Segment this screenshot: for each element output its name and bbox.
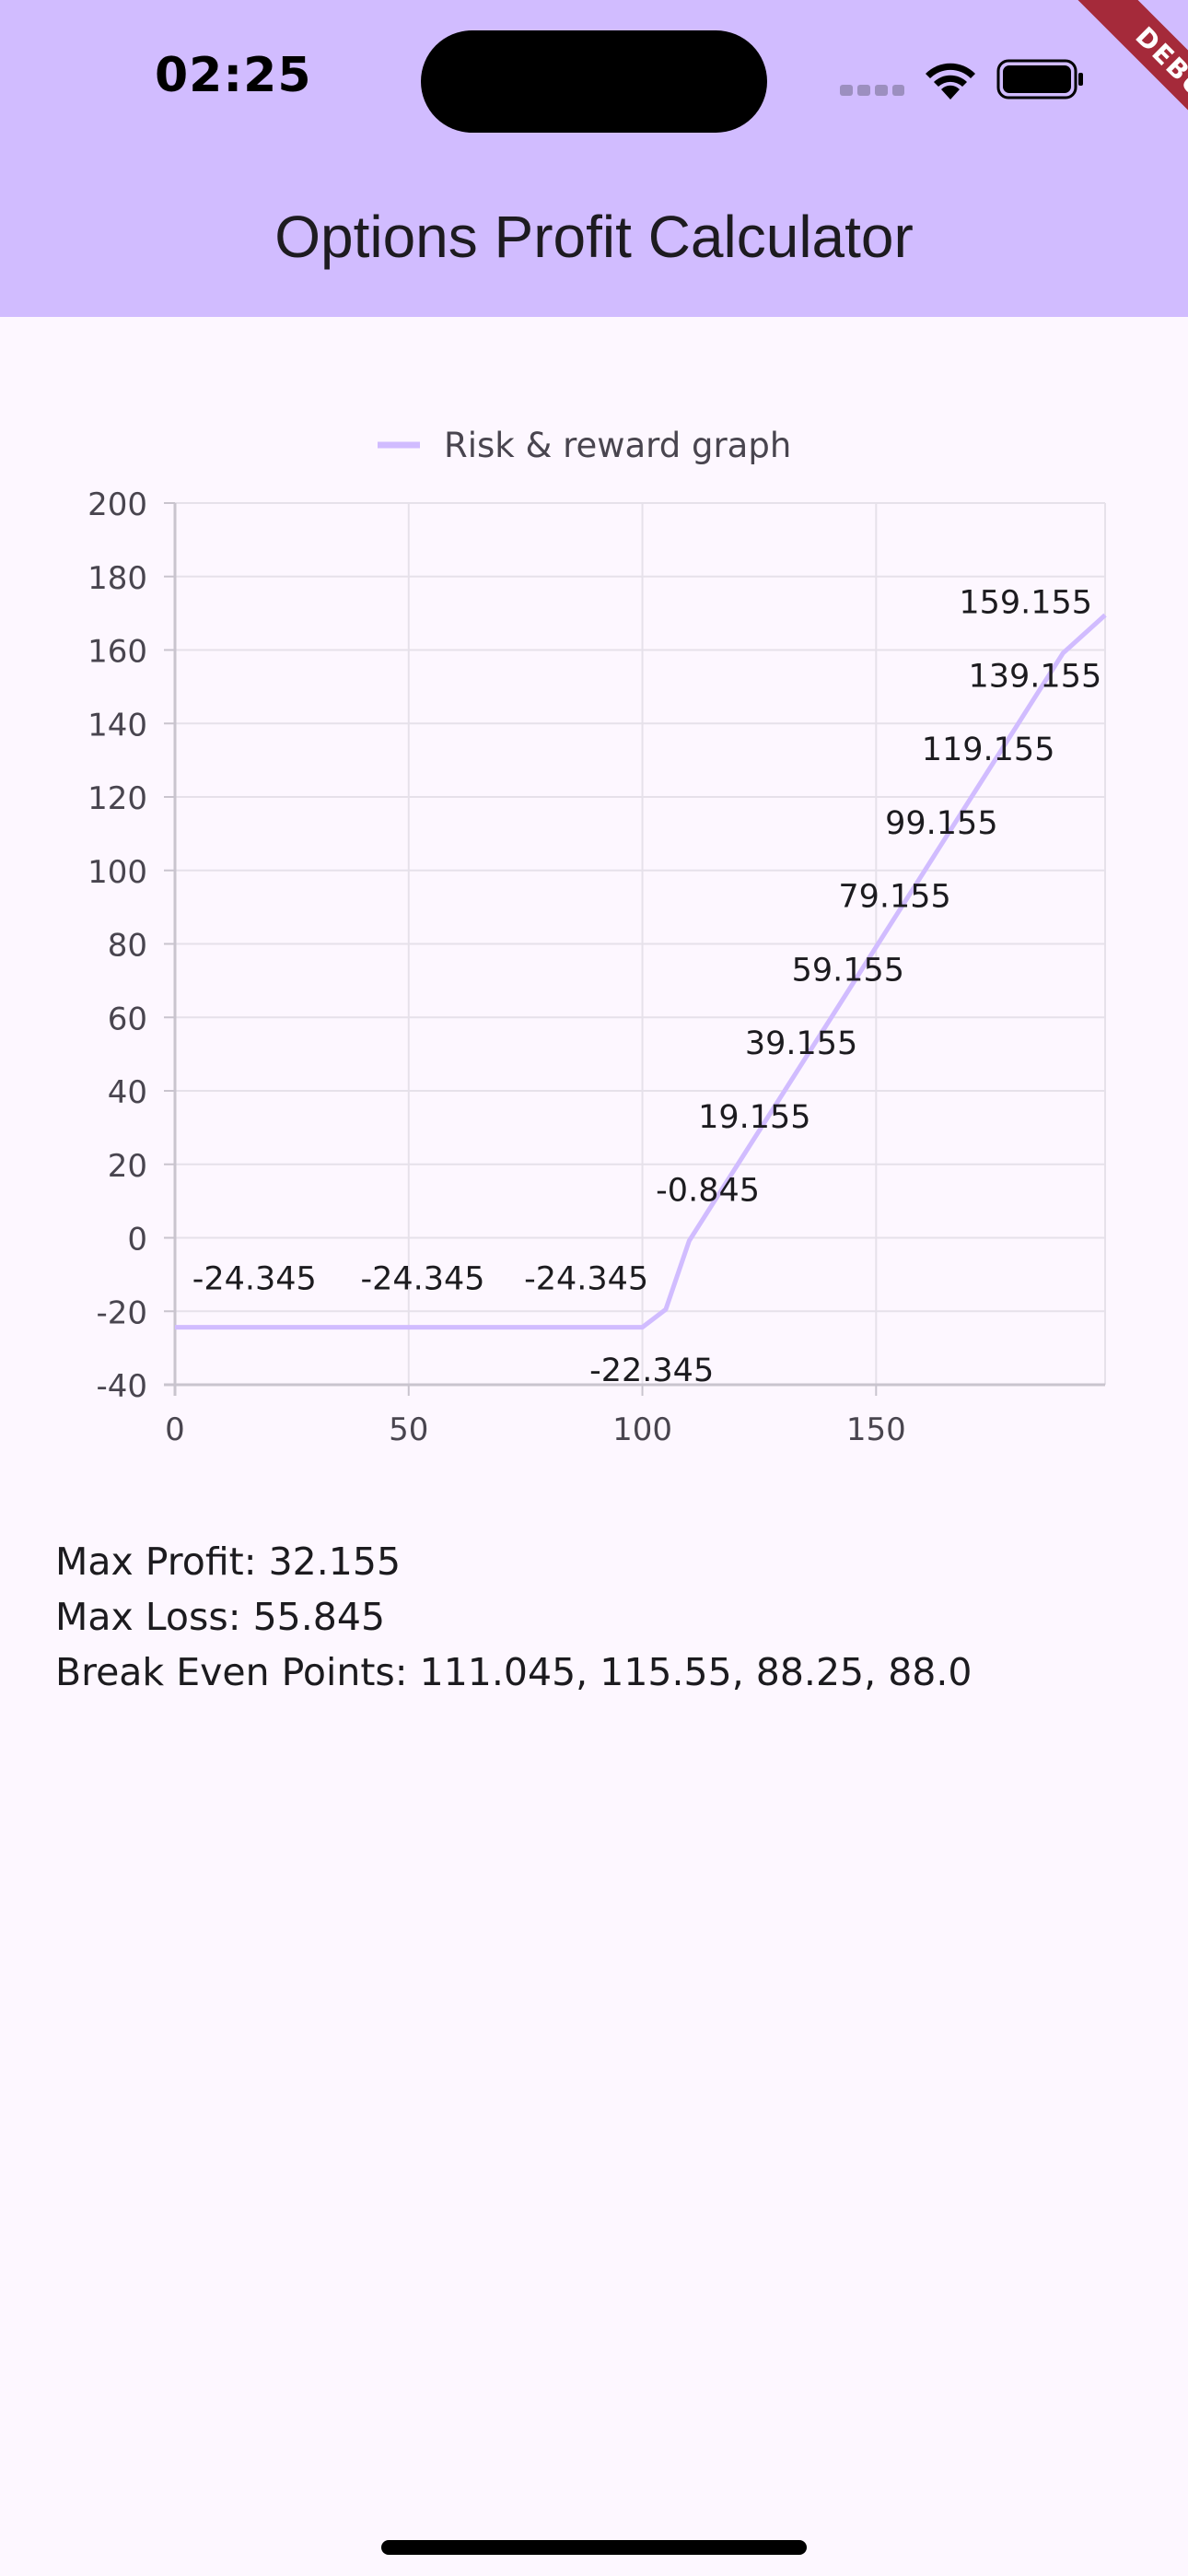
status-time: 02:25 bbox=[155, 48, 312, 103]
debug-banner-label: DEBUG bbox=[1066, 0, 1188, 184]
x-tick-label: 0 bbox=[165, 1411, 185, 1448]
legend-label: Risk & reward graph bbox=[444, 426, 791, 465]
page-title: Options Profit Calculator bbox=[274, 204, 914, 270]
debug-banner: DEBUG bbox=[1004, 0, 1188, 184]
data-label: 39.155 bbox=[745, 1025, 857, 1062]
x-tick-label: 50 bbox=[389, 1411, 428, 1448]
data-label: 119.155 bbox=[922, 732, 1055, 768]
y-tick-label: -40 bbox=[96, 1368, 147, 1405]
battery-icon bbox=[996, 59, 1083, 100]
max-loss-text: Max Loss: 55.845 bbox=[55, 1595, 386, 1639]
results-panel: Max Profit: 32.155 Max Loss: 55.845 Brea… bbox=[55, 1534, 973, 1700]
cellular-signal-icon bbox=[840, 85, 904, 96]
y-tick-label: 80 bbox=[108, 928, 147, 965]
data-label: 99.155 bbox=[885, 805, 997, 842]
x-tick-label: 100 bbox=[612, 1411, 672, 1448]
y-tick-label: 180 bbox=[87, 560, 147, 597]
data-label: -22.345 bbox=[589, 1352, 714, 1389]
y-tick-label: 20 bbox=[108, 1148, 147, 1185]
y-tick-label: 140 bbox=[87, 707, 147, 744]
data-label: -0.845 bbox=[656, 1173, 760, 1210]
chart-data-labels: -24.345 -24.345 -24.345 -22.345 -0.845 19.155… bbox=[192, 585, 1102, 1389]
x-tick-label: 150 bbox=[846, 1411, 906, 1448]
y-tick-label: 120 bbox=[87, 780, 147, 817]
wifi-icon bbox=[926, 63, 975, 100]
data-label: 139.155 bbox=[969, 658, 1102, 695]
break-even-text: Break Even Points: 111.045, 115.55, 88.2… bbox=[55, 1650, 973, 1694]
y-tick-label: 60 bbox=[108, 1001, 147, 1037]
y-tick-label: -20 bbox=[96, 1294, 147, 1331]
max-profit-text: Max Profit: 32.155 bbox=[55, 1540, 402, 1584]
risk-reward-chart: Risk & reward graph 20018016014012010080… bbox=[87, 426, 1107, 1448]
y-tick-label: 100 bbox=[87, 854, 147, 891]
data-label: -24.345 bbox=[524, 1260, 648, 1297]
chart-grid bbox=[174, 502, 1106, 1386]
y-tick-label: 200 bbox=[87, 486, 147, 523]
data-label: 59.155 bbox=[792, 952, 904, 989]
y-tick-label: 40 bbox=[108, 1074, 147, 1111]
data-label: -24.345 bbox=[360, 1260, 484, 1297]
series-line bbox=[175, 613, 1107, 1330]
data-label: -24.345 bbox=[192, 1260, 317, 1297]
data-label: 19.155 bbox=[698, 1099, 810, 1136]
chart-series bbox=[175, 613, 1107, 1330]
y-tick-label: 0 bbox=[127, 1222, 147, 1259]
chart-legend: Risk & reward graph bbox=[378, 426, 791, 465]
home-indicator[interactable] bbox=[381, 2540, 807, 2555]
y-tick-label: 160 bbox=[87, 634, 147, 671]
app-bar: 02:25 Options Profit Calculator bbox=[0, 0, 1188, 317]
dynamic-island bbox=[421, 30, 767, 133]
data-label: 159.155 bbox=[959, 585, 1092, 622]
data-label: 79.155 bbox=[838, 879, 950, 916]
